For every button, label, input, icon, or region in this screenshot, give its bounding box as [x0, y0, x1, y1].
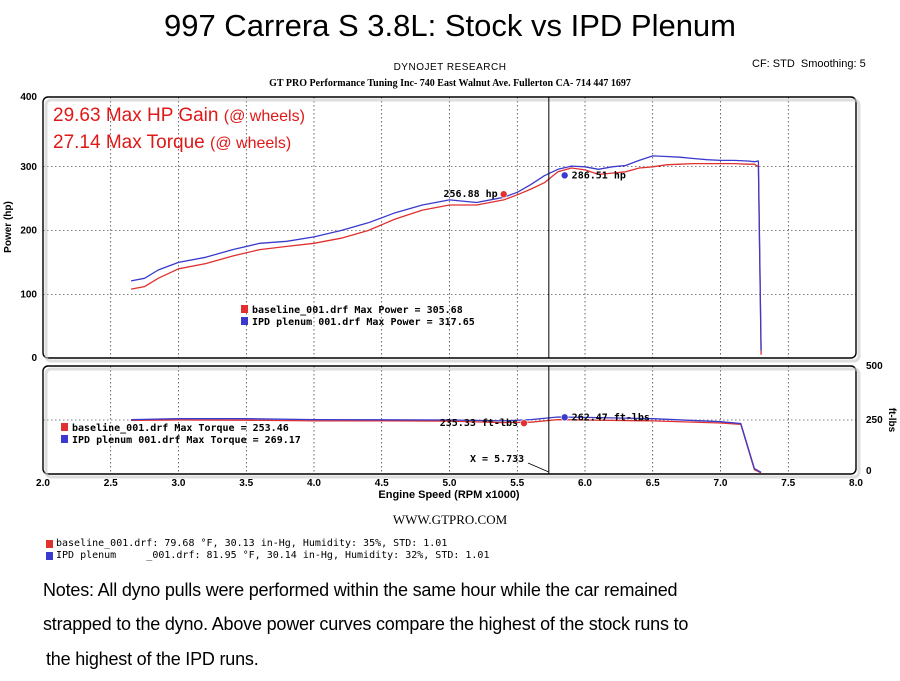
dyno-brand: DYNOJET RESEARCH: [393, 62, 507, 73]
notes-line-1: Notes: All dyno pulls were performed wit…: [43, 580, 678, 600]
page-title: 997 Carrera S 3.8L: Stock vs IPD Plenum: [163, 8, 737, 43]
torque-markers: 235.33 ft-lbs 262.47 ft-lbs: [440, 412, 650, 429]
torque-marker-baseline: [520, 419, 528, 427]
power-y-tick-label: 400: [20, 92, 37, 103]
x-tick-label: 5.0: [443, 478, 457, 489]
power-point-label-ipd: 286.51 hp: [572, 170, 626, 181]
legend-baseline-power: baseline_001.drf Max Power = 305.68: [252, 304, 463, 316]
x-tick-label: 3.5: [239, 478, 253, 489]
cond-swatch-ipd: [46, 552, 53, 560]
website-url: WWW.GTPRO.COM: [392, 512, 508, 527]
power-ipd-line: [130, 155, 762, 351]
legend-swatch-ipd-torque: [61, 435, 68, 443]
legend-swatch-ipd-power: [241, 317, 248, 325]
torque-series: [131, 416, 762, 474]
torque-y-tick-label: 250: [866, 415, 883, 426]
torque-y-axis-label: ft-lbs: [886, 408, 897, 433]
power-y-tick-label: 300: [20, 162, 37, 173]
torque-y-ticks: 0 250 500: [866, 361, 883, 477]
cursor-leader: [527, 462, 549, 473]
legend-ipd-power: IPD plenum 001.drf Max Power = 317.65: [252, 317, 475, 328]
power-markers: 256.88 hp 286.51 hp: [444, 170, 626, 200]
power-y-ticks: 0 100 200 300 400: [20, 92, 37, 364]
torque-grid: [43, 366, 856, 474]
legend-swatch-baseline-power: [241, 305, 248, 313]
cf-smoothing-setting: CF: STD Smoothing: 5: [752, 58, 866, 70]
x-tick-label: 8.0: [849, 478, 863, 489]
power-marker-ipd: [560, 171, 569, 180]
torque-point-label-baseline: 235.33 ft-lbs: [440, 418, 518, 429]
legend-ipd-torque: IPD plenum 001.drf Max Torque = 269.17: [72, 435, 301, 446]
power-baseline-line: [130, 162, 762, 355]
power-point-label-baseline: 256.88 hp: [444, 189, 498, 200]
x-tick-label: 2.0: [36, 478, 50, 489]
x-tick-label: 4.5: [375, 478, 389, 489]
x-tick-label: 7.5: [781, 478, 795, 489]
x-axis-ticks: 2.0 2.5 3.0 3.5 4.0 4.5 5.0 5.5 6.0 6.5 7.0 7.5 8.0: [36, 478, 863, 489]
company-line: GT PRO Performance Tuning Inc- 740 East …: [269, 78, 631, 89]
cond-swatch-baseline: [46, 540, 53, 548]
torque-marker-ipd: [560, 413, 569, 422]
run-conditions-ipd: IPD plenum _001.drf: 81.95 °F, 30.14 in-…: [56, 550, 490, 561]
torque-plot-frame: [42, 365, 857, 475]
power-series: [130, 155, 762, 355]
torque-plot-shadow: [44, 367, 861, 479]
torque-y-tick-label: 500: [866, 361, 883, 372]
x-tick-label: 5.5: [510, 478, 524, 489]
torque-ipd-line: [131, 416, 762, 473]
cursor-readout: X = 5.733: [470, 454, 524, 465]
annotation-torque: 27.14 Max Torque (@ wheels): [53, 132, 291, 153]
power-grid: [43, 97, 856, 358]
x-tick-label: 3.0: [172, 478, 186, 489]
power-y-tick-label: 100: [20, 289, 37, 300]
torque-y-tick-label: 0: [866, 466, 872, 477]
torque-baseline-line: [131, 418, 762, 474]
x-tick-label: 4.0: [307, 478, 321, 489]
power-marker-baseline: [499, 190, 508, 199]
torque-point-label-ipd: 262.47 ft-lbs: [572, 412, 650, 423]
power-y-tick-label: 200: [20, 226, 37, 237]
x-tick-label: 6.0: [578, 478, 592, 489]
legend-swatch-baseline-torque: [61, 423, 68, 431]
legend-baseline-torque: baseline_001.drf Max Torque = 253.46: [72, 422, 289, 434]
x-tick-label: 7.0: [714, 478, 728, 489]
power-panel: 0 100 200 300 400 Power (hp) 256.88 hp 286.51…: [3, 92, 861, 364]
x-tick-label: 6.5: [646, 478, 660, 489]
notes-line-2: strapped to the dyno. Above power curves…: [43, 614, 689, 634]
torque-panel: 0 250 500 ft-lbs 235.33 ft-lbs 262.47 ft-lb…: [42, 361, 897, 479]
run-conditions-baseline: baseline_001.drf: 79.68 °F, 30.13 in-Hg,…: [56, 538, 448, 549]
power-y-axis-label: Power (hp): [3, 201, 14, 253]
notes-line-3: the highest of the IPD runs.: [46, 649, 259, 669]
cursor-line[interactable]: [527, 97, 550, 474]
x-axis-label: Engine Speed (RPM x1000): [378, 489, 520, 501]
power-plot-shadow: [44, 98, 861, 363]
power-y-tick-label: 0: [31, 353, 37, 364]
annotation-hp-gain: 29.63 Max HP Gain (@ wheels): [53, 105, 305, 126]
power-plot-frame: [42, 96, 857, 359]
x-tick-label: 2.5: [104, 478, 118, 489]
